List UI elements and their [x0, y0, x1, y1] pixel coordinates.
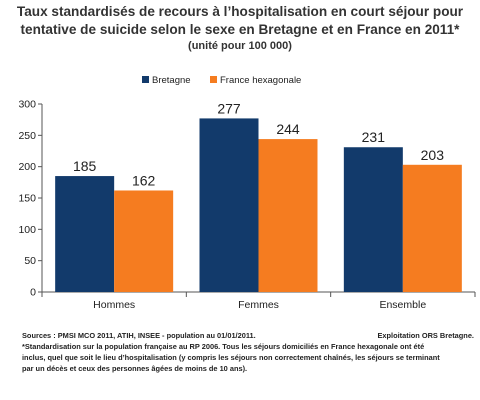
chart-footer: Sources : PMSI MCO 2011, ATIH, INSEE - p… [22, 331, 474, 374]
footnote-line-2: inclus, quel que soit le lieu d’hospital… [22, 353, 440, 362]
data-label: 244 [276, 121, 300, 137]
x-tick-label-ensemble: Ensemble [379, 299, 426, 311]
legend-swatch-bretagne [142, 76, 149, 83]
bar-hommes-france [114, 190, 174, 292]
data-label: 203 [421, 147, 445, 163]
footnote-line-3: par un décès et ceux des personnes âgées… [22, 364, 248, 373]
data-label: 231 [362, 129, 386, 145]
y-tick-label: 100 [18, 224, 36, 236]
y-tick-label: 300 [18, 99, 36, 111]
sources-text: Sources : PMSI MCO 2011, ATIH, INSEE - p… [22, 331, 256, 340]
chart-subtitle: (unité pour 100 000) [188, 40, 292, 52]
bar-ensemble-france [402, 164, 462, 292]
chart-title: Taux standardisés de recours à l’hospita… [16, 4, 464, 37]
footnote-line-1: *Standardisation sur la population franç… [22, 342, 425, 351]
y-tick-label: 150 [18, 193, 36, 205]
bar-femmes-france [258, 139, 318, 292]
x-tick-label-hommes: Hommes [93, 299, 135, 311]
x-tick-label-femmes: Femmes [238, 299, 279, 311]
data-label: 185 [73, 158, 97, 174]
y-tick-label: 0 [30, 287, 36, 299]
y-tick-label: 50 [24, 255, 36, 267]
legend-swatch-france [210, 76, 217, 83]
legend-label-france: France hexagonale [220, 75, 301, 86]
data-label: 277 [217, 100, 241, 116]
y-tick-label: 200 [18, 161, 36, 173]
bar-femmes-bretagne [199, 118, 259, 292]
exploitation-text: Exploitation ORS Bretagne. [377, 331, 474, 340]
y-tick-label: 250 [18, 130, 36, 142]
legend-label-bretagne: Bretagne [152, 75, 191, 86]
bar-chart: 0 50 100 150 200 250 300 185 162 Hommes 277 244 Femm… [18, 75, 476, 311]
bar-hommes-bretagne [55, 176, 115, 292]
data-label: 162 [132, 172, 156, 188]
bar-ensemble-bretagne [343, 147, 403, 292]
